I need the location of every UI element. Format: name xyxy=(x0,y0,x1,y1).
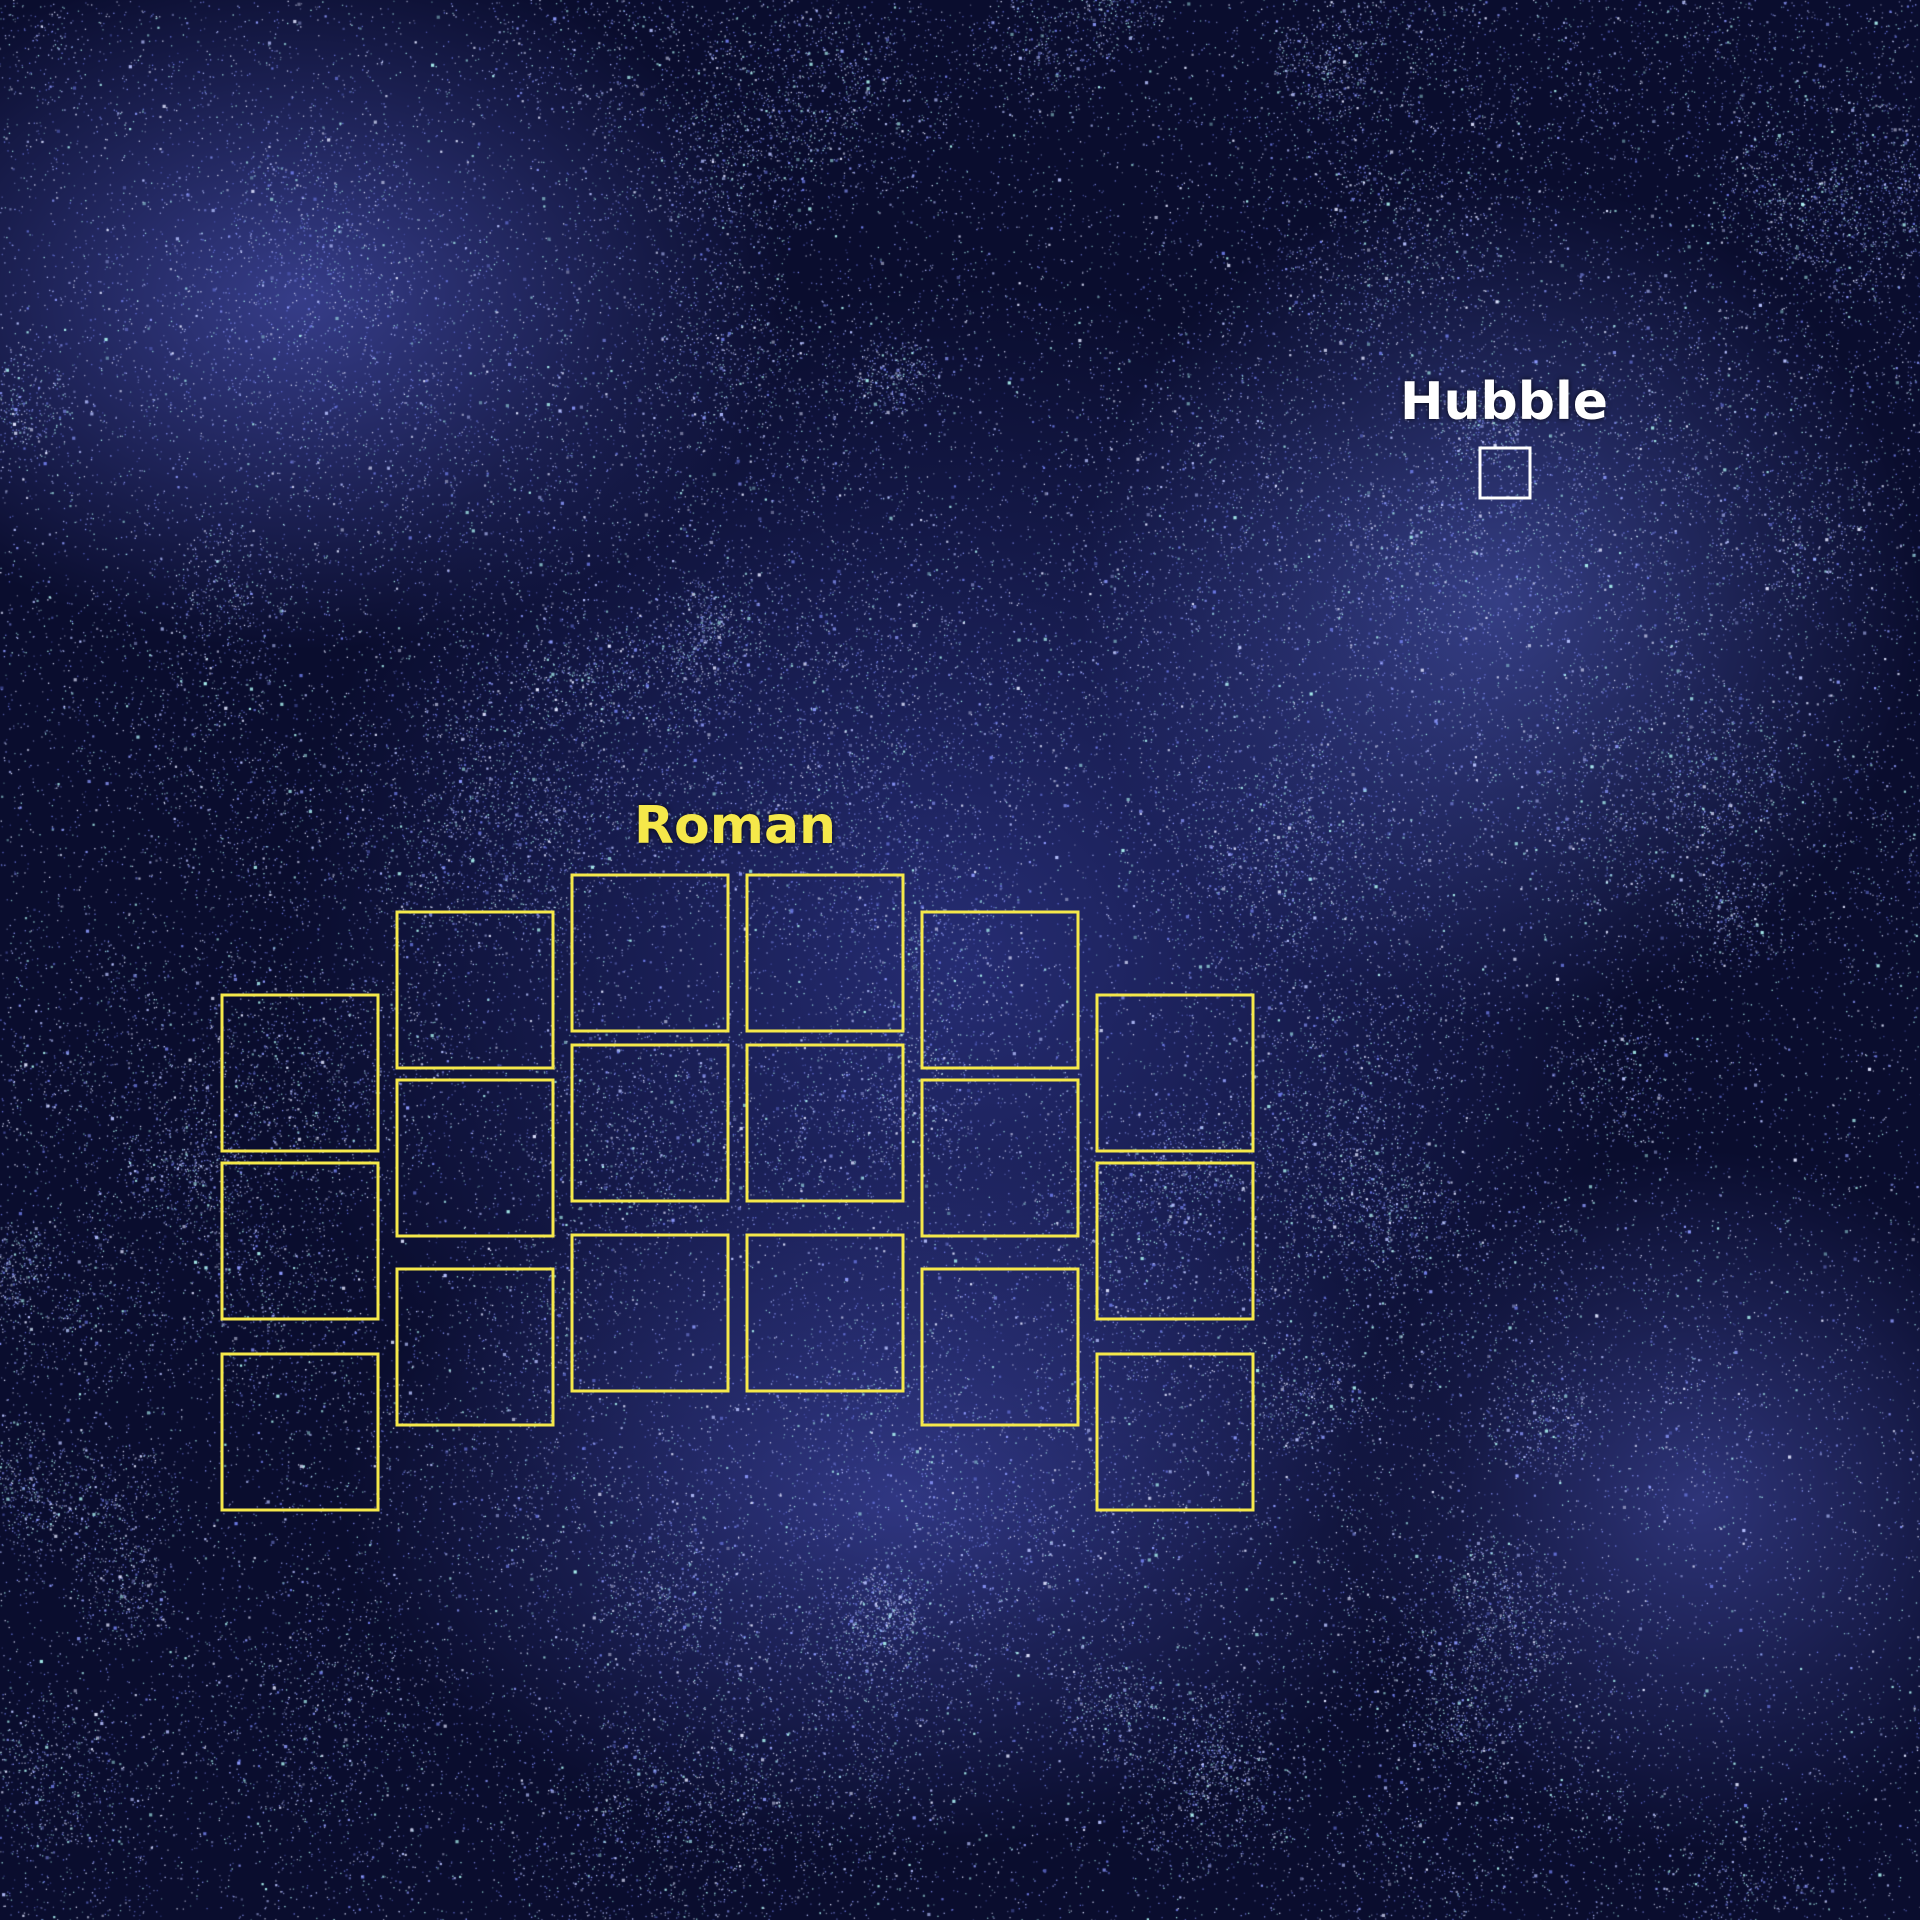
roman-detector-17 xyxy=(1095,1161,1255,1321)
roman-detector-15 xyxy=(920,1267,1080,1427)
roman-detector-16 xyxy=(1095,993,1255,1153)
roman-detector-13 xyxy=(920,910,1080,1070)
hubble-label: Hubble xyxy=(1400,372,1609,432)
roman-detector-6 xyxy=(395,1267,555,1427)
roman-footprint xyxy=(220,873,1255,1512)
roman-detector-9 xyxy=(570,1233,730,1393)
roman-detector-3 xyxy=(220,1352,380,1512)
roman-detector-18 xyxy=(1095,1352,1255,1512)
roman-label: Roman xyxy=(634,796,837,856)
roman-detector-5 xyxy=(395,1078,555,1238)
roman-detector-11 xyxy=(745,1043,905,1203)
roman-detector-8 xyxy=(570,1043,730,1203)
roman-detector-12 xyxy=(745,1233,905,1393)
roman-detector-4 xyxy=(395,910,555,1070)
roman-detector-1 xyxy=(220,993,380,1153)
roman-detector-2 xyxy=(220,1161,380,1321)
roman-detector-10 xyxy=(745,873,905,1033)
roman-detector-14 xyxy=(920,1078,1080,1238)
roman-detector-7 xyxy=(570,873,730,1033)
hubble-footprint xyxy=(1478,446,1532,500)
